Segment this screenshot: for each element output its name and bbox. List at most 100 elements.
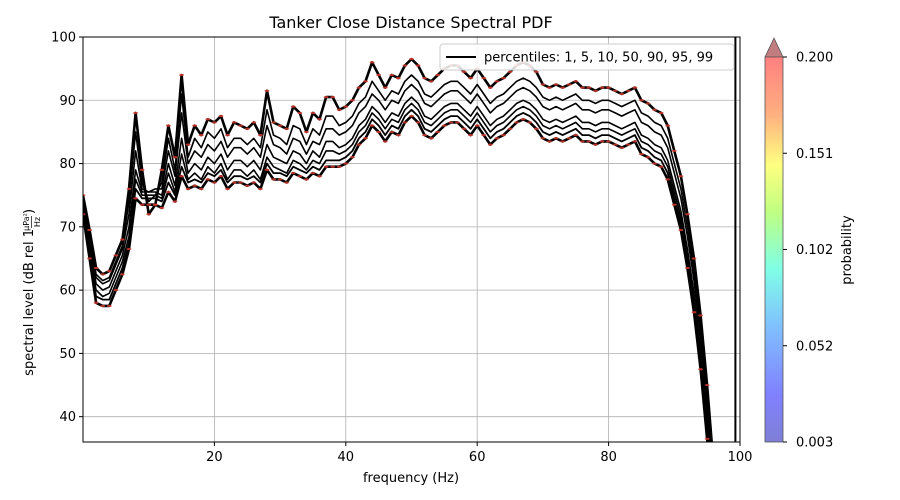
probability-point xyxy=(376,130,382,134)
probability-point xyxy=(330,165,336,168)
probability-point xyxy=(212,181,217,184)
probability-point xyxy=(501,133,506,137)
probability-point xyxy=(238,124,244,127)
probability-point xyxy=(606,86,611,89)
probability-point xyxy=(409,58,414,61)
probability-point xyxy=(441,124,447,127)
probability-point xyxy=(685,266,690,270)
probability-point xyxy=(264,168,270,171)
probability-point xyxy=(212,121,217,124)
probability-point xyxy=(619,146,625,149)
y-axis-label-main: spectral level (dB rel 1 xyxy=(22,229,37,376)
probability-point xyxy=(106,270,112,273)
probability-point xyxy=(290,171,296,175)
probability-point xyxy=(645,102,651,105)
probability-point xyxy=(593,143,598,146)
probability-point xyxy=(192,184,198,187)
probability-point xyxy=(159,168,165,171)
y-axis-label-unit-num: µPa² xyxy=(22,213,31,231)
colorbar-tick-label: 0.052 xyxy=(796,339,833,354)
probability-point xyxy=(310,111,316,115)
probability-point xyxy=(343,105,349,108)
probability-point xyxy=(172,156,178,159)
legend: percentiles: 1, 5, 10, 50, 90, 95, 99 xyxy=(439,43,735,71)
x-tick-label: 100 xyxy=(728,450,753,465)
probability-point xyxy=(159,206,165,209)
probability-point xyxy=(402,64,408,67)
probability-point xyxy=(593,89,598,92)
probability-point xyxy=(303,178,309,181)
probability-point xyxy=(166,190,171,194)
percentile-line-95 xyxy=(83,74,712,442)
colorbar-extend-arrow xyxy=(764,37,784,58)
probability-point xyxy=(579,140,585,143)
probability-point xyxy=(389,73,395,77)
probability-point xyxy=(481,133,487,137)
probability-point xyxy=(317,118,322,121)
probability-point xyxy=(547,140,552,143)
probability-point xyxy=(303,130,309,134)
probability-point xyxy=(395,133,401,137)
colorbar-gradient xyxy=(764,56,784,443)
probability-point xyxy=(501,77,506,80)
probability-point xyxy=(310,171,316,175)
probability-point xyxy=(461,70,467,73)
probability-point xyxy=(560,140,566,143)
probability-point xyxy=(356,86,362,89)
probability-point xyxy=(658,111,664,115)
probability-point xyxy=(566,83,572,86)
probability-point xyxy=(297,175,303,178)
probability-point xyxy=(422,133,428,137)
probability-point xyxy=(113,289,119,292)
probability-point xyxy=(93,266,99,270)
probability-point xyxy=(126,247,132,251)
probability-point xyxy=(395,77,401,80)
probability-point xyxy=(487,86,493,89)
probability-point xyxy=(678,228,684,232)
probability-point xyxy=(133,197,138,200)
probability-point xyxy=(376,73,382,77)
probability-point xyxy=(231,181,237,184)
probability-point xyxy=(369,61,375,64)
probability-point xyxy=(691,311,697,314)
percentile-line-99 xyxy=(83,57,713,442)
probability-point xyxy=(87,228,92,232)
percentile-line-90 xyxy=(83,83,711,442)
probability-point xyxy=(415,121,421,124)
probability-point xyxy=(126,187,132,190)
probability-point xyxy=(244,184,250,187)
probability-point xyxy=(566,137,572,140)
probability-point xyxy=(409,115,414,118)
probability-point xyxy=(205,118,211,121)
colorbar-tick-label: 0.003 xyxy=(796,436,833,451)
probability-point xyxy=(507,70,513,73)
probability-point xyxy=(481,77,487,80)
probability-point xyxy=(422,77,428,80)
x-tick-label: 20 xyxy=(206,450,223,465)
probability-point xyxy=(120,273,125,276)
probability-point xyxy=(560,86,566,89)
probability-point xyxy=(257,187,263,190)
probability-point xyxy=(205,178,211,181)
probability-point xyxy=(514,121,520,124)
probability-point xyxy=(369,124,375,127)
svg-text:Hz: Hz xyxy=(33,217,42,227)
probability-point xyxy=(599,86,605,89)
colorbar-tick-label: 0.102 xyxy=(796,243,833,258)
probability-point xyxy=(625,89,631,92)
chart-title: Tanker Close Distance Spectral PDF xyxy=(268,13,552,32)
probability-point xyxy=(343,162,349,165)
percentile-series xyxy=(83,57,713,442)
probability-point xyxy=(271,121,276,124)
probability-point xyxy=(146,213,152,216)
probability-point xyxy=(356,143,362,146)
probability-point xyxy=(349,156,355,159)
probability-point xyxy=(428,80,434,83)
colorbar-tick-label: 0.151 xyxy=(796,147,833,162)
probability-point xyxy=(251,181,257,184)
probability-point xyxy=(83,194,86,197)
probability-point xyxy=(468,133,474,137)
y-axis-label-unit-den: Hz xyxy=(33,217,42,227)
probability-point xyxy=(336,108,342,111)
probability-point xyxy=(553,137,559,140)
